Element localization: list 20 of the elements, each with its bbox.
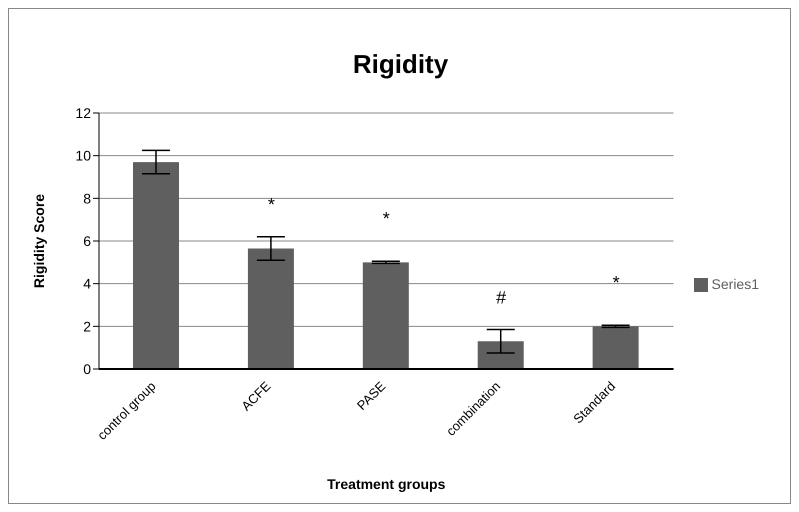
- chart-title: Rigidity: [352, 49, 450, 80]
- annotation: *: [612, 272, 620, 292]
- y-tick-label: 6: [83, 232, 92, 249]
- y-tick-label: 4: [83, 276, 92, 292]
- annotation: *: [382, 208, 390, 228]
- y-tick-label: 0: [83, 360, 92, 377]
- y-tick-label: 10: [75, 148, 92, 164]
- annotation: #: [496, 287, 506, 308]
- legend-label: Series1: [712, 276, 759, 292]
- y-tick-label: 2: [83, 318, 92, 334]
- x-axis-title: Treatment groups: [327, 476, 446, 492]
- y-tick-label: 12: [75, 104, 92, 121]
- bar: [133, 162, 179, 369]
- bar: [362, 262, 409, 369]
- bar: [478, 341, 524, 369]
- bar: [248, 248, 294, 369]
- y-tick-label: 8: [83, 190, 92, 206]
- bar: [592, 326, 639, 369]
- annotation: *: [268, 194, 275, 214]
- y-axis-title: Rigidity Score: [30, 194, 47, 288]
